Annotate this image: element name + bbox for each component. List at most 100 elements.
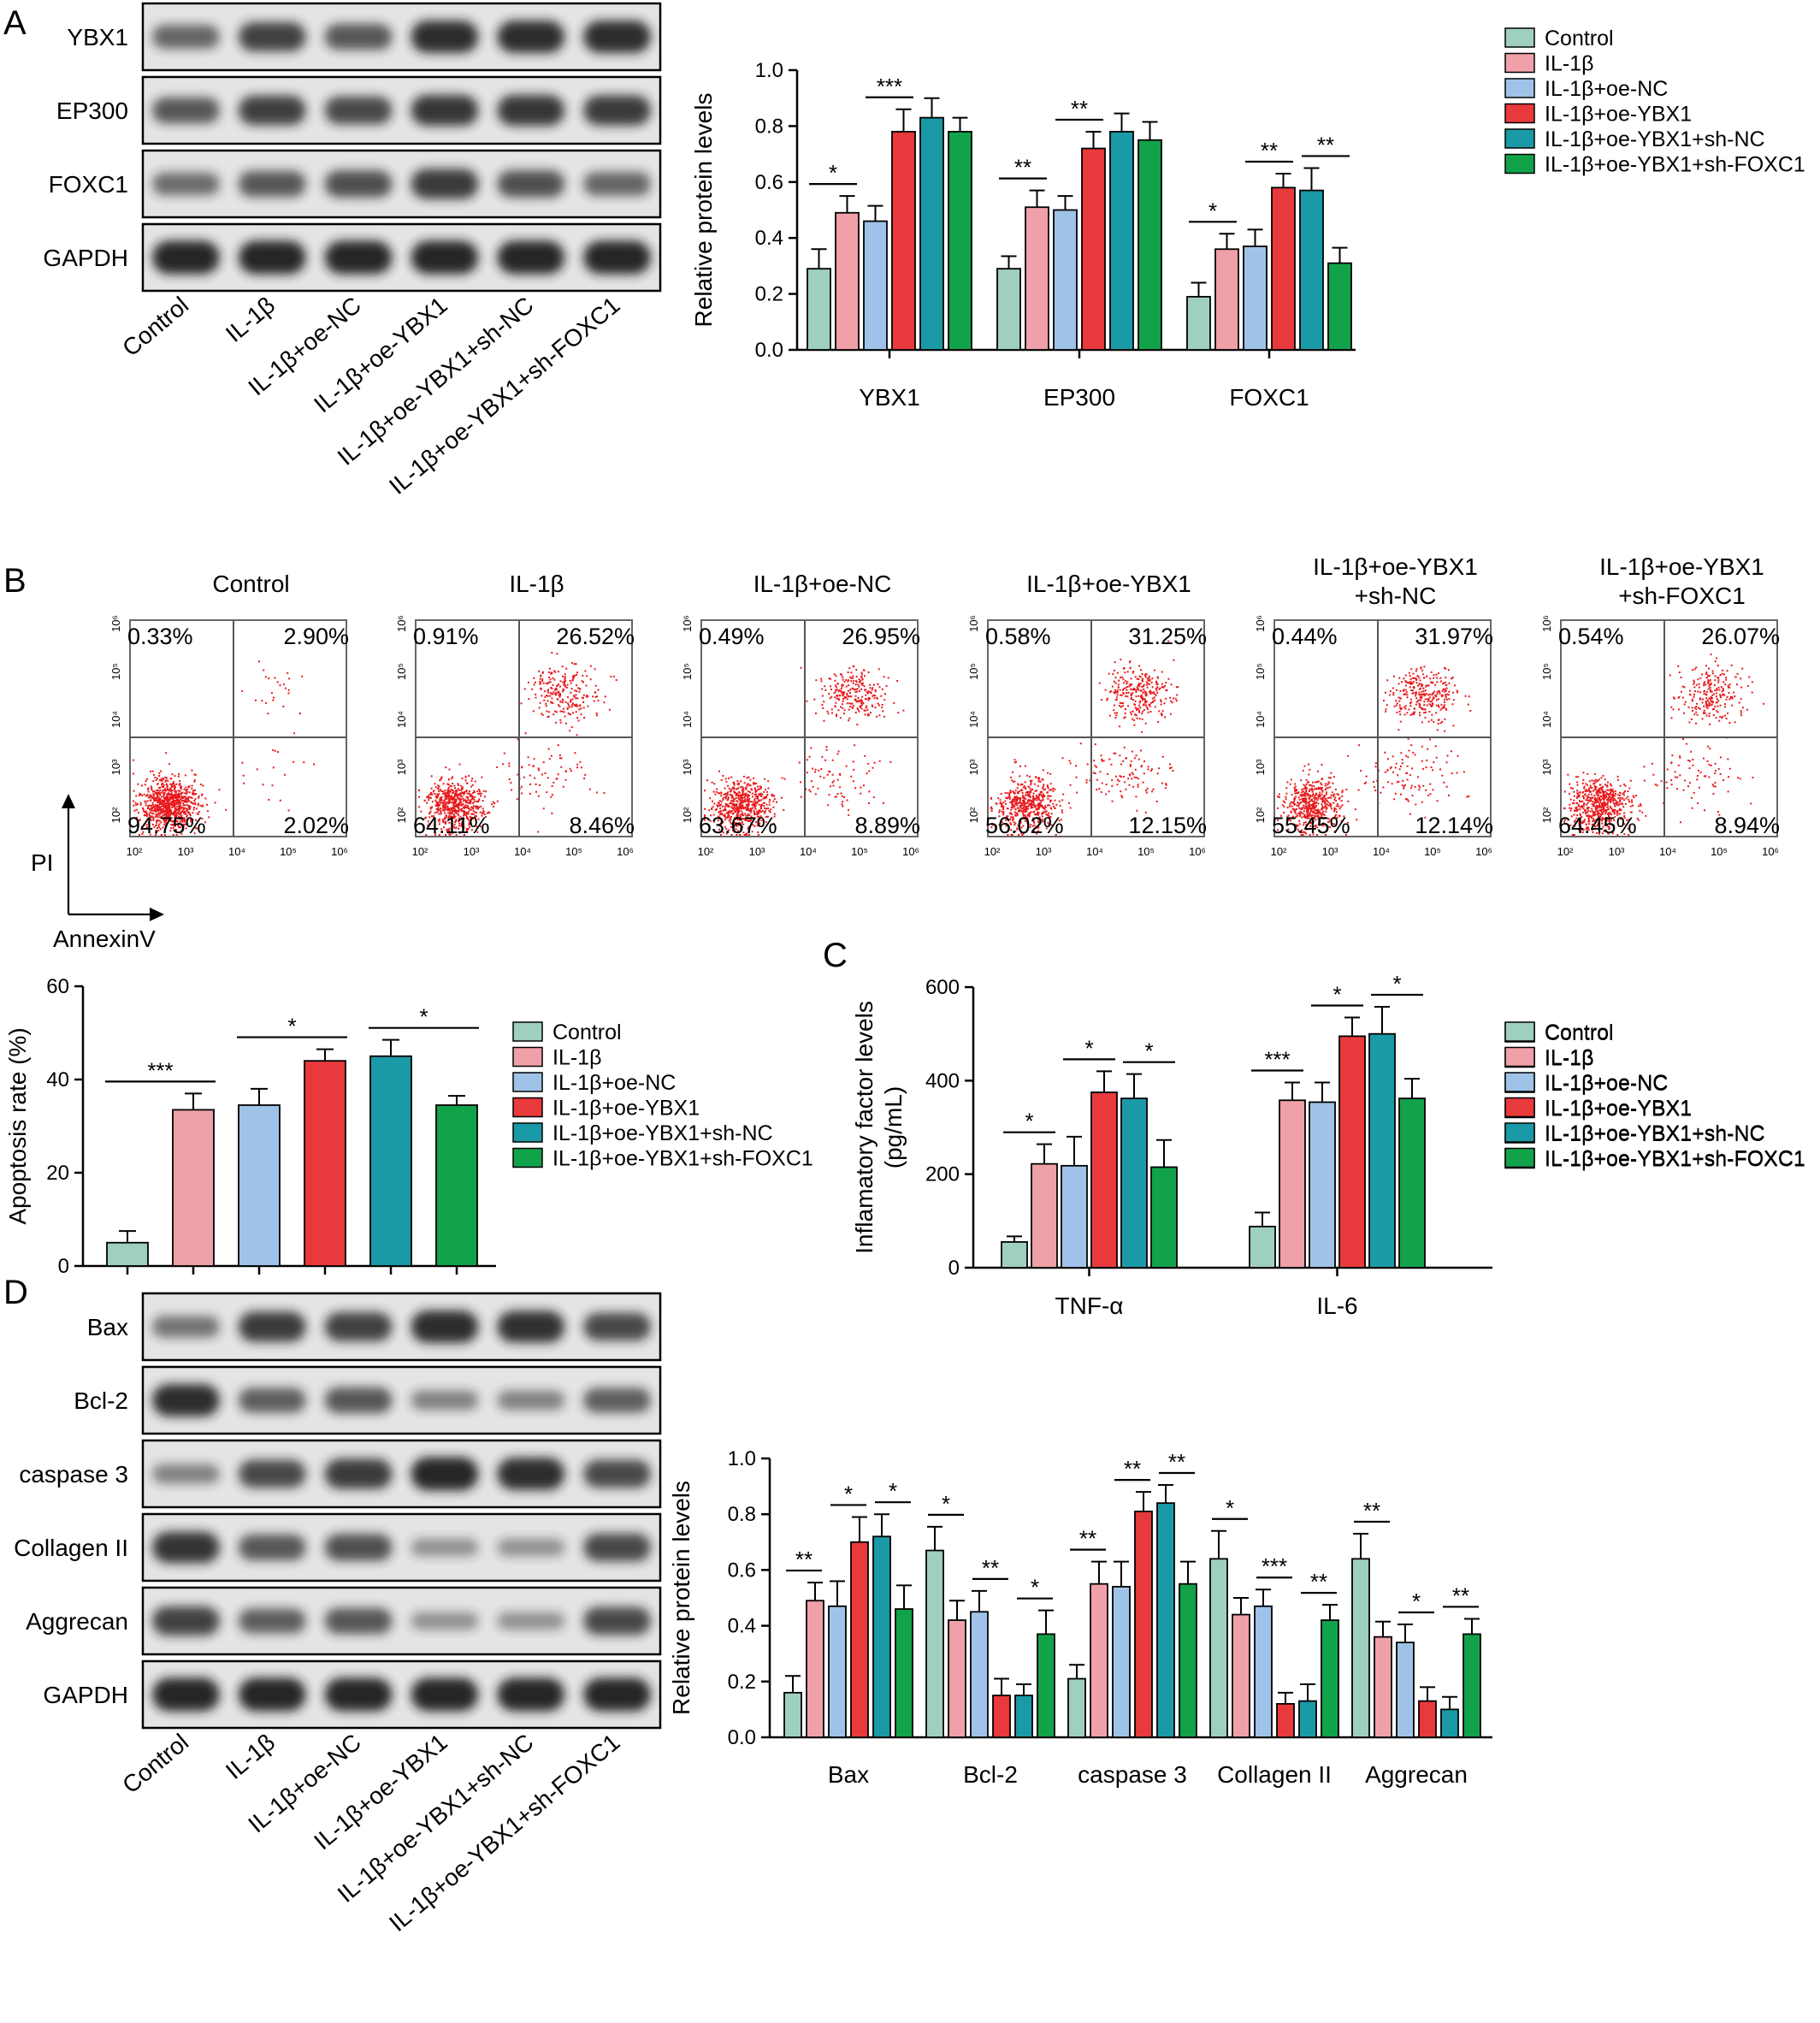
chart-d-legend-label: IL-1β <box>1545 1047 1593 1071</box>
flow-y-tick-label: 10³ <box>1254 759 1267 775</box>
blot-d-strip <box>141 1659 662 1730</box>
blot-a-lane-label: IL-1β <box>221 292 280 347</box>
chart-c-significance-label: * <box>1084 1035 1093 1061</box>
flow-x-tick-label: 10⁴ <box>1086 845 1103 858</box>
chart-d-significance-label: ** <box>795 1547 812 1572</box>
flow-quadrant-ur: 26.07% <box>1701 624 1780 649</box>
blot-d-band <box>411 1612 479 1630</box>
chart-d-x-tick-label: caspase 3 <box>1078 1761 1187 1788</box>
chart-d-significance-label: ** <box>1124 1456 1141 1482</box>
blot-a-band <box>324 240 393 275</box>
flow-y-tick-label: 10³ <box>395 759 408 775</box>
chart-d-bar <box>895 1608 913 1738</box>
chart-b-legend-label: IL-1β+oe-NC <box>552 1071 676 1095</box>
chart-b-legend: ControlIL-1βIL-1β+oe-NCIL-1β+oe-YBX1IL-1… <box>512 1020 813 1171</box>
blot-a-band <box>238 170 306 198</box>
chart-d-y-axis-label: Relative protein levels <box>668 1481 694 1715</box>
chart-c-legend-swatch <box>1504 1021 1535 1042</box>
flow-x-tick-label: 10² <box>1557 845 1574 858</box>
flow-plot-frame <box>1273 619 1492 837</box>
chart-a-legend-swatch <box>1504 27 1535 48</box>
chart-b-y-tick-label: 40 <box>46 1068 69 1091</box>
chart-a-bar <box>1299 189 1324 351</box>
flow-quadrant-ul: 0.58% <box>985 624 1051 649</box>
chart-d-bar <box>783 1691 802 1738</box>
blot-a-band <box>497 240 565 275</box>
chart-d-bar <box>948 1619 966 1738</box>
blot-a-band <box>238 240 306 275</box>
chart-d-bar <box>872 1535 891 1738</box>
flow-x-tick-label: 10² <box>127 845 143 858</box>
blot-d-row-label: caspase 3 <box>19 1461 128 1488</box>
flow-y-tick-label: 10³ <box>1540 759 1553 775</box>
chart-b-legend-swatch <box>512 1072 543 1092</box>
blot-d-band <box>238 1677 306 1712</box>
chart-b-legend-label: IL-1β+oe-YBX1+sh-NC <box>552 1121 773 1145</box>
chart-c-legend-swatch <box>1504 1122 1535 1143</box>
chart-c: 0 200 400 600 Inflamatory factor levels (pg/m… <box>851 971 1492 1319</box>
flow-x-tick-label: 10⁶ <box>1762 845 1779 858</box>
chart-d-bar <box>992 1695 1011 1738</box>
chart-a-legend-label: IL-1β+oe-NC <box>1545 77 1668 101</box>
chart-d-significance-label: * <box>1031 1575 1039 1600</box>
chart-d-bar <box>1396 1641 1415 1738</box>
chart-c-bar <box>1120 1097 1148 1269</box>
chart-a-legend-label: Control <box>1545 27 1614 50</box>
pi-arrow-head <box>62 794 75 808</box>
chart-b-bar <box>304 1060 346 1267</box>
blot-d-lane-label: Control <box>117 1729 193 1799</box>
chart-d-legend-label: IL-1β+oe-YBX1+sh-FOXC1 <box>1545 1148 1805 1172</box>
flow-quadrant-ll: 64.45% <box>1558 813 1637 838</box>
chart-d-bar <box>1014 1695 1033 1738</box>
blot-a-row-label: GAPDH <box>43 245 128 271</box>
chart-d: 0.0 0.2 0.4 0.6 0.8 1.0 Relative protein level… <box>668 1447 1492 1788</box>
chart-a-bar <box>919 116 944 351</box>
blot-d-band <box>152 1316 220 1338</box>
flow-x-tick-label: 10² <box>698 845 714 858</box>
chart-c-significance-label: *** <box>1264 1047 1290 1073</box>
blot-d-band <box>411 1310 479 1343</box>
blot-a-row-label: FOXC1 <box>49 171 128 198</box>
flow-y-tick-label: 10⁵ <box>1540 663 1553 680</box>
chart-d-legend-label: IL-1β+oe-YBX1 <box>1545 1097 1692 1121</box>
chart-c-bar <box>1090 1091 1118 1269</box>
chart-d-bar <box>1090 1582 1108 1738</box>
flow-plot-title: IL-1β+oe-YBX1 <box>1599 553 1764 580</box>
flow-plot: IL-1β+oe-YBX1 0.58% 31.25% 56.02% 12.15% 10² 1… <box>967 571 1207 858</box>
blot-a-band <box>411 240 479 275</box>
chart-d-x-tick-label: Aggrecan <box>1365 1761 1468 1788</box>
chart-c-legend-swatch <box>1504 1147 1535 1168</box>
chart-d-y-tick-label: 0.4 <box>728 1615 756 1638</box>
blot-d-strip <box>141 1512 662 1582</box>
chart-d-y-tick-label: 0.8 <box>728 1503 756 1526</box>
flow-plot-title: +sh-NC <box>1355 583 1437 609</box>
blot-d-lane-label: IL-1β <box>221 1729 280 1784</box>
blot-d-band <box>411 1390 479 1411</box>
blot-d-band <box>324 1534 393 1561</box>
flow-x-tick-label: 10³ <box>464 845 480 858</box>
chart-a-legend-label: IL-1β+oe-YBX1+sh-NC <box>1545 127 1765 151</box>
chart-c-bar <box>1249 1225 1276 1269</box>
chart-a-significance-label: ** <box>1317 132 1334 157</box>
chart-c-y-axis-unit: (pg/mL) <box>880 1086 907 1168</box>
blot-d-band <box>238 1311 306 1342</box>
chart-b-bar <box>435 1104 478 1267</box>
chart-a-legend: ControlIL-1βIL-1β+oe-NCIL-1β+oe-YBX1IL-1… <box>1504 27 1805 177</box>
blot-d-band <box>583 1459 651 1488</box>
flow-x-tick-label: 10⁶ <box>617 845 634 858</box>
blot-a-band <box>583 172 651 196</box>
blot-d-row-label: Bcl-2 <box>74 1387 128 1414</box>
flow-quadrant-ul: 0.49% <box>699 624 765 649</box>
chart-b-bar <box>238 1104 281 1267</box>
blot-d-band <box>324 1311 393 1342</box>
blot-d-band <box>152 1464 220 1484</box>
blot-a-band <box>497 21 565 53</box>
flow-plot: Control 0.33% 2.90% 94.75% 2.02% 10² 10² 10³ 10³… <box>109 571 349 858</box>
chart-d-bar <box>1440 1708 1459 1738</box>
flow-plot: IL-1β+oe-YBX1 +sh-NC 0.44% 31.97% 55.45% 12.1… <box>1254 553 1493 858</box>
chart-a-legend-label: IL-1β+oe-YBX1+sh-FOXC1 <box>1545 153 1805 177</box>
chart-d-bar <box>1156 1502 1175 1738</box>
chart-a-x-tick-label: YBX1 <box>859 384 920 411</box>
flow-x-tick-label: 10⁶ <box>1475 845 1492 858</box>
